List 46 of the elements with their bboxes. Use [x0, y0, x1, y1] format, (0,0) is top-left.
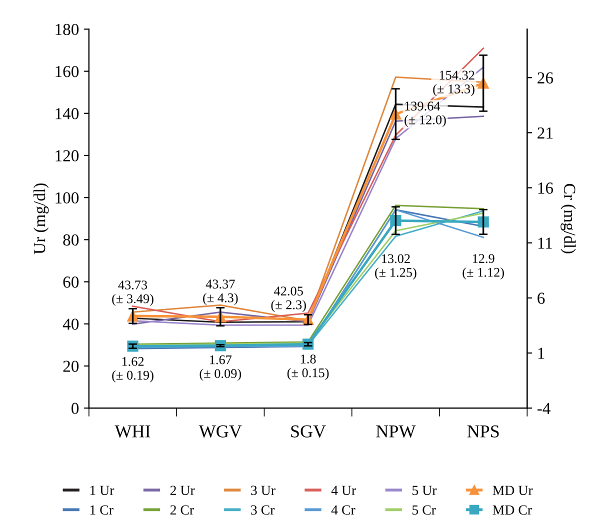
data-label: 43.37 (± 4.3) [203, 280, 238, 305]
legend-label: 1 Cr [90, 505, 114, 515]
legend-label: 2 Ur [170, 486, 195, 496]
data-label: 1.62 (± 0.19) [112, 357, 154, 382]
legend-label: 5 Cr [412, 505, 436, 515]
y2-tick-label: 1 [538, 348, 544, 359]
x-tick-label: NPS [467, 425, 499, 438]
legend-label: 2 Cr [170, 505, 194, 515]
data-label: 1.67 (± 0.09) [200, 355, 242, 381]
y2-axis-title: Cr (mg/dl) [560, 184, 576, 254]
data-label: 42.05 (± 2.3) [271, 286, 306, 312]
y-tick-label: 20 [63, 360, 79, 372]
data-label: 139.64 (± 12.0) [404, 102, 446, 127]
y-axis-title: Ur (mg/dl) [34, 183, 49, 254]
legend-label: 4 Ur [331, 486, 356, 496]
legend-label: 5 Ur [412, 486, 437, 496]
data-label: 43.73 (± 3.49) [112, 280, 154, 306]
y2-tick-label: 6 [538, 292, 545, 304]
y-tick-label: 40 [62, 318, 79, 330]
y-tick-label: 100 [56, 192, 79, 204]
y2-tick-label: 21 [538, 127, 553, 138]
y-tick-label: 160 [56, 66, 79, 78]
x-tick-label: WGV [198, 425, 242, 438]
data-label: 13.02 (± 1.25) [375, 254, 416, 280]
legend-label: 3 Ur [251, 486, 276, 496]
y2-tick-label: -4 [537, 402, 550, 414]
y-tick-label: 0 [72, 402, 79, 414]
x-tick-label: SGV [291, 425, 326, 438]
x-tick-label: NPW [376, 425, 416, 438]
y-tick-label: 80 [63, 234, 79, 246]
data-label: 154.32 (± 13.3) [433, 70, 474, 96]
legend-label: 4 Cr [331, 505, 356, 515]
legend-label: 1 Ur [90, 486, 114, 496]
y-tick-label: 120 [56, 150, 79, 162]
legend-label: MD Cr [492, 505, 532, 515]
x-tick-label: WHI [114, 425, 150, 438]
y-tick-label: 60 [63, 276, 79, 288]
legend-label: MD Ur [492, 486, 533, 496]
data-label: 12.9 (± 1.12) [462, 254, 504, 280]
legend-label: 3 Cr [251, 505, 275, 515]
y2-tick-label: 11 [538, 238, 552, 249]
y-tick-label: 180 [56, 24, 79, 36]
y-tick-label: 140 [56, 108, 79, 120]
data-label: 1.8 (± 0.15) [287, 354, 329, 380]
y2-tick-label: 16 [538, 182, 554, 194]
y2-tick-label: 26 [538, 72, 554, 84]
